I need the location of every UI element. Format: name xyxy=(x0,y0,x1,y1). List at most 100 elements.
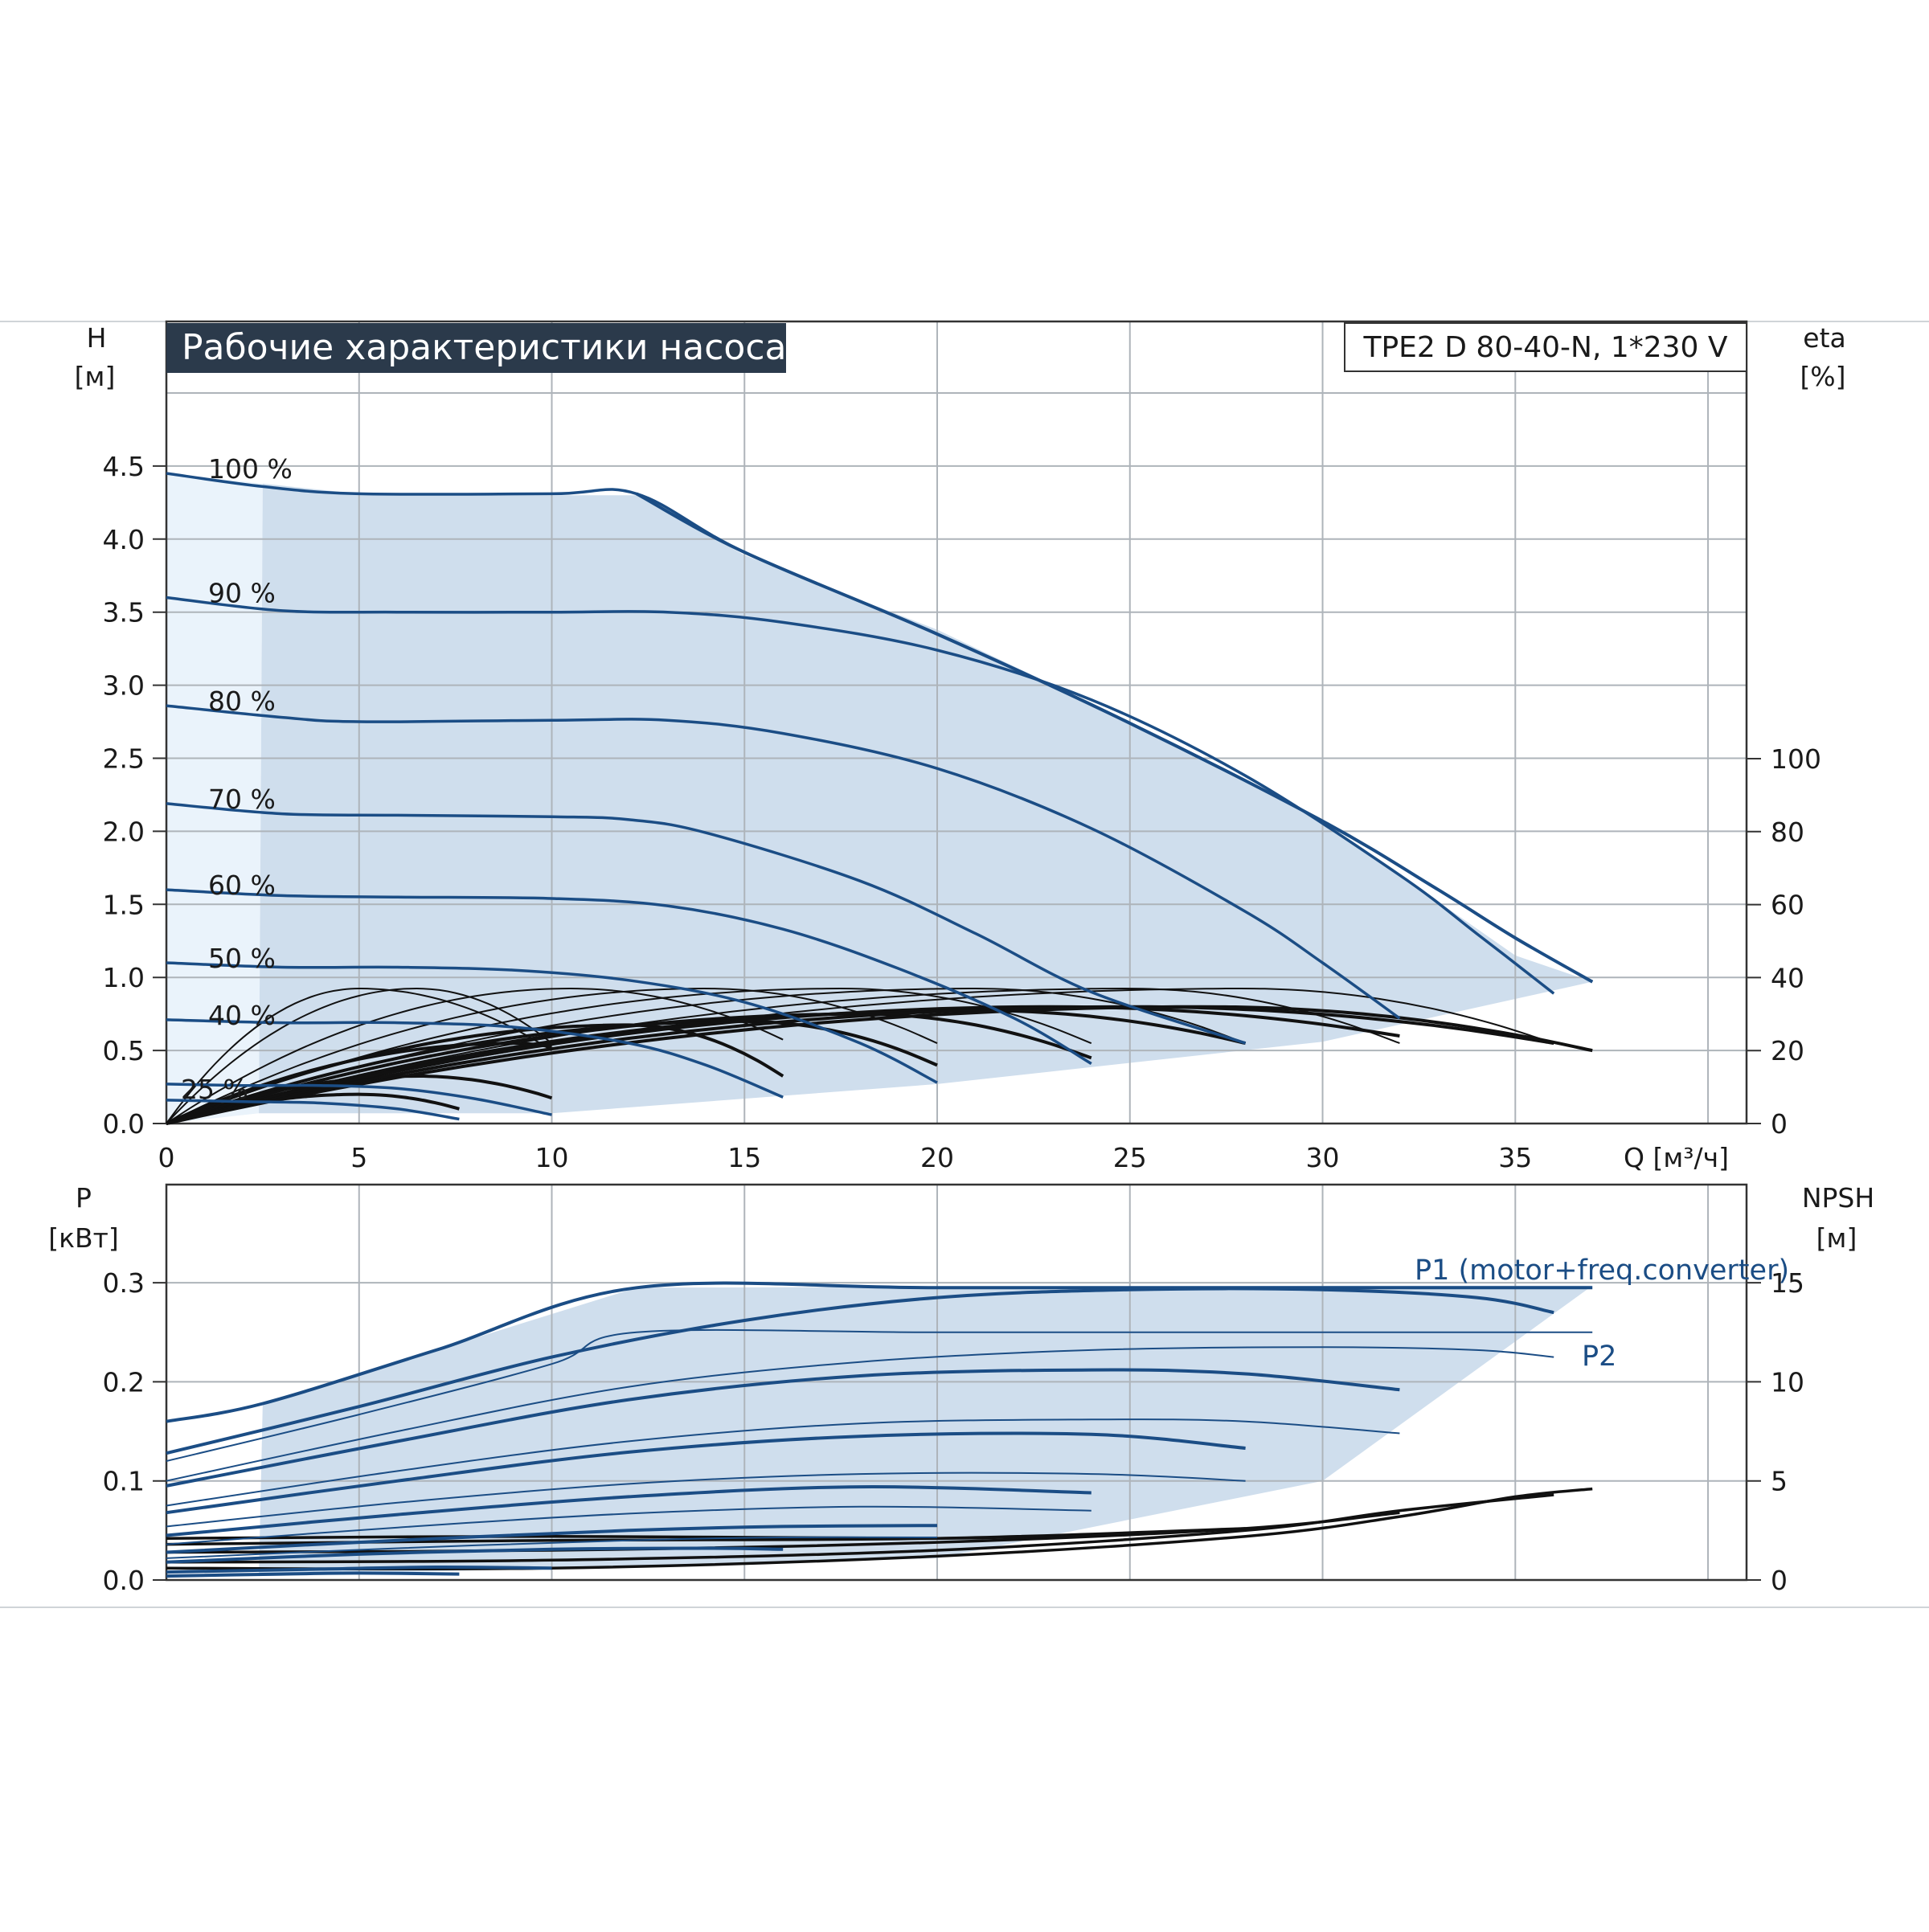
q-tick-label: 25 xyxy=(1113,1142,1147,1173)
speed-curve xyxy=(166,961,938,1084)
power-panel: 0.0 0.1 0.2 0.3 0 5 10 15 xyxy=(103,1183,1804,1596)
q-tick-label: 30 xyxy=(1306,1142,1340,1173)
q-tick-label: 15 xyxy=(727,1142,761,1173)
eta-axis-title: eta xyxy=(1803,322,1845,354)
h-tick-label: 0.0 xyxy=(103,1108,145,1140)
model-box xyxy=(1344,322,1747,372)
npsh-tick-label: 15 xyxy=(1771,1267,1804,1299)
efficiency-curve xyxy=(166,1005,1400,1125)
speed-curve xyxy=(166,704,1401,1020)
head-panel: 0 5 10 15 20 25 30 35 0.0 0.5 1.0 1.5 2.0 2.5 3.0 3.5 4.… xyxy=(103,320,1821,1173)
model-label: TPE2 D 80-40-N, 1*230 V xyxy=(1362,331,1727,364)
npsh-curve xyxy=(166,1493,1554,1564)
q-tick-label: 10 xyxy=(535,1142,569,1173)
p-axis-unit: [кВт] xyxy=(48,1222,119,1254)
speed-curve xyxy=(166,802,1247,1045)
efficiency-curve xyxy=(166,1005,1554,1125)
npsh-tick-label: 0 xyxy=(1771,1565,1788,1596)
head-low-flow-area xyxy=(166,473,263,1124)
npsh-axis-title: NPSH xyxy=(1802,1182,1874,1214)
h-tick-label: 0.5 xyxy=(103,1035,145,1066)
q-tick-label: 35 xyxy=(1498,1142,1532,1173)
p1-curve xyxy=(166,1431,1246,1515)
p1-curve xyxy=(166,1368,1400,1488)
h-tick-label: 3.0 xyxy=(103,670,145,702)
p1-curve xyxy=(166,1287,1554,1455)
speed-curves xyxy=(166,472,1594,1121)
efficiency-curve xyxy=(166,987,553,1124)
npsh-tick-label: 10 xyxy=(1771,1366,1804,1398)
p2-curve xyxy=(166,1328,1593,1462)
p-tick-label: 0.0 xyxy=(103,1565,145,1596)
p-tick-label: 0.1 xyxy=(103,1466,145,1497)
eta-axis-unit: [%] xyxy=(1800,361,1845,392)
eta-tick-label: 100 xyxy=(1771,743,1821,775)
q-axis-title: Q [м³/ч] xyxy=(1624,1142,1729,1173)
h-tick-label: 4.5 xyxy=(103,451,145,482)
speed-percent-labels: 100 % 90 % 80 % 70 % 60 % 50 % 40 % 25 % xyxy=(181,453,293,1105)
efficiency-curve xyxy=(166,1005,1593,1125)
power-tick-labels: 0.0 0.1 0.2 0.3 0 5 10 15 xyxy=(103,1267,1804,1596)
p2-curve xyxy=(166,1472,1246,1528)
efficiency-curves xyxy=(166,987,1593,1125)
p1-curves xyxy=(166,1281,1593,1578)
h-tick-label: 2.5 xyxy=(103,743,145,775)
eta-tick-label: 60 xyxy=(1771,890,1804,921)
head-tick-labels: 0 5 10 15 20 25 30 35 0.0 0.5 1.0 1.5 2.0 2.5 3.0 3.5 4.… xyxy=(103,451,1821,1173)
efficiency-curve xyxy=(166,1012,1092,1125)
speed-percent-label: 60 % xyxy=(208,870,276,901)
power-operating-region xyxy=(259,1285,1593,1577)
speed-percent-label: 70 % xyxy=(208,784,276,815)
speed-percent-label: 40 % xyxy=(208,1000,276,1031)
p2-curve xyxy=(166,1536,938,1559)
speed-percent-label: 100 % xyxy=(208,453,293,485)
page-title: Рабочие характеристики насоса xyxy=(182,327,786,368)
npsh-axis-unit: [м] xyxy=(1816,1222,1857,1254)
p1-curve xyxy=(166,1546,784,1564)
p2-curve xyxy=(166,1346,1554,1482)
efficiency-curve xyxy=(166,988,784,1124)
h-axis-unit: [м] xyxy=(75,361,116,392)
eta-tick-label: 40 xyxy=(1771,962,1804,993)
q-tick-label: 20 xyxy=(920,1142,954,1173)
speed-curve xyxy=(166,888,1092,1066)
p1-label: P1 (motor+freq.converter) xyxy=(1415,1255,1789,1287)
eta-tick-label: 20 xyxy=(1771,1035,1804,1066)
h-tick-label: 2.0 xyxy=(103,816,145,847)
p1-curve xyxy=(166,1281,1593,1423)
p-tick-label: 0.2 xyxy=(103,1366,145,1398)
h-tick-label: 4.0 xyxy=(103,524,145,555)
efficiency-curve xyxy=(166,988,553,1124)
speed-percent-label: 25 % xyxy=(181,1074,248,1105)
efficiency-curve xyxy=(166,1009,1247,1125)
p1-curve xyxy=(166,1565,552,1574)
h-tick-label: 1.0 xyxy=(103,962,145,993)
npsh-curve xyxy=(166,1533,1091,1540)
q-tick-label: 0 xyxy=(158,1142,175,1173)
speed-percent-label: 80 % xyxy=(208,686,276,717)
speed-curve xyxy=(166,1099,460,1121)
p2-curve xyxy=(166,1505,1091,1545)
h-tick-label: 1.5 xyxy=(103,889,145,920)
q-tick-label: 5 xyxy=(350,1142,367,1173)
efficiency-curve xyxy=(166,987,938,1124)
max-head-envelope xyxy=(636,492,1594,984)
eta-tick-label: 0 xyxy=(1771,1108,1788,1140)
h-tick-label: 3.5 xyxy=(103,597,145,628)
h-axis-title: H xyxy=(87,322,107,354)
p-tick-label: 0.3 xyxy=(103,1267,145,1299)
speed-curve xyxy=(166,596,1555,995)
npsh-tick-label: 5 xyxy=(1771,1466,1788,1497)
eta-tick-label: 80 xyxy=(1771,817,1804,848)
speed-curve xyxy=(166,1018,784,1099)
p1-curve xyxy=(166,1524,938,1554)
npsh-curve xyxy=(166,1511,1400,1554)
p1-curve xyxy=(166,1571,460,1578)
head-plot-frame xyxy=(165,320,1748,1125)
p-axis-title: P xyxy=(76,1182,92,1214)
p2-curve xyxy=(166,1418,1400,1507)
p2-curves xyxy=(166,1328,1593,1559)
efficiency-curve xyxy=(166,1019,938,1125)
